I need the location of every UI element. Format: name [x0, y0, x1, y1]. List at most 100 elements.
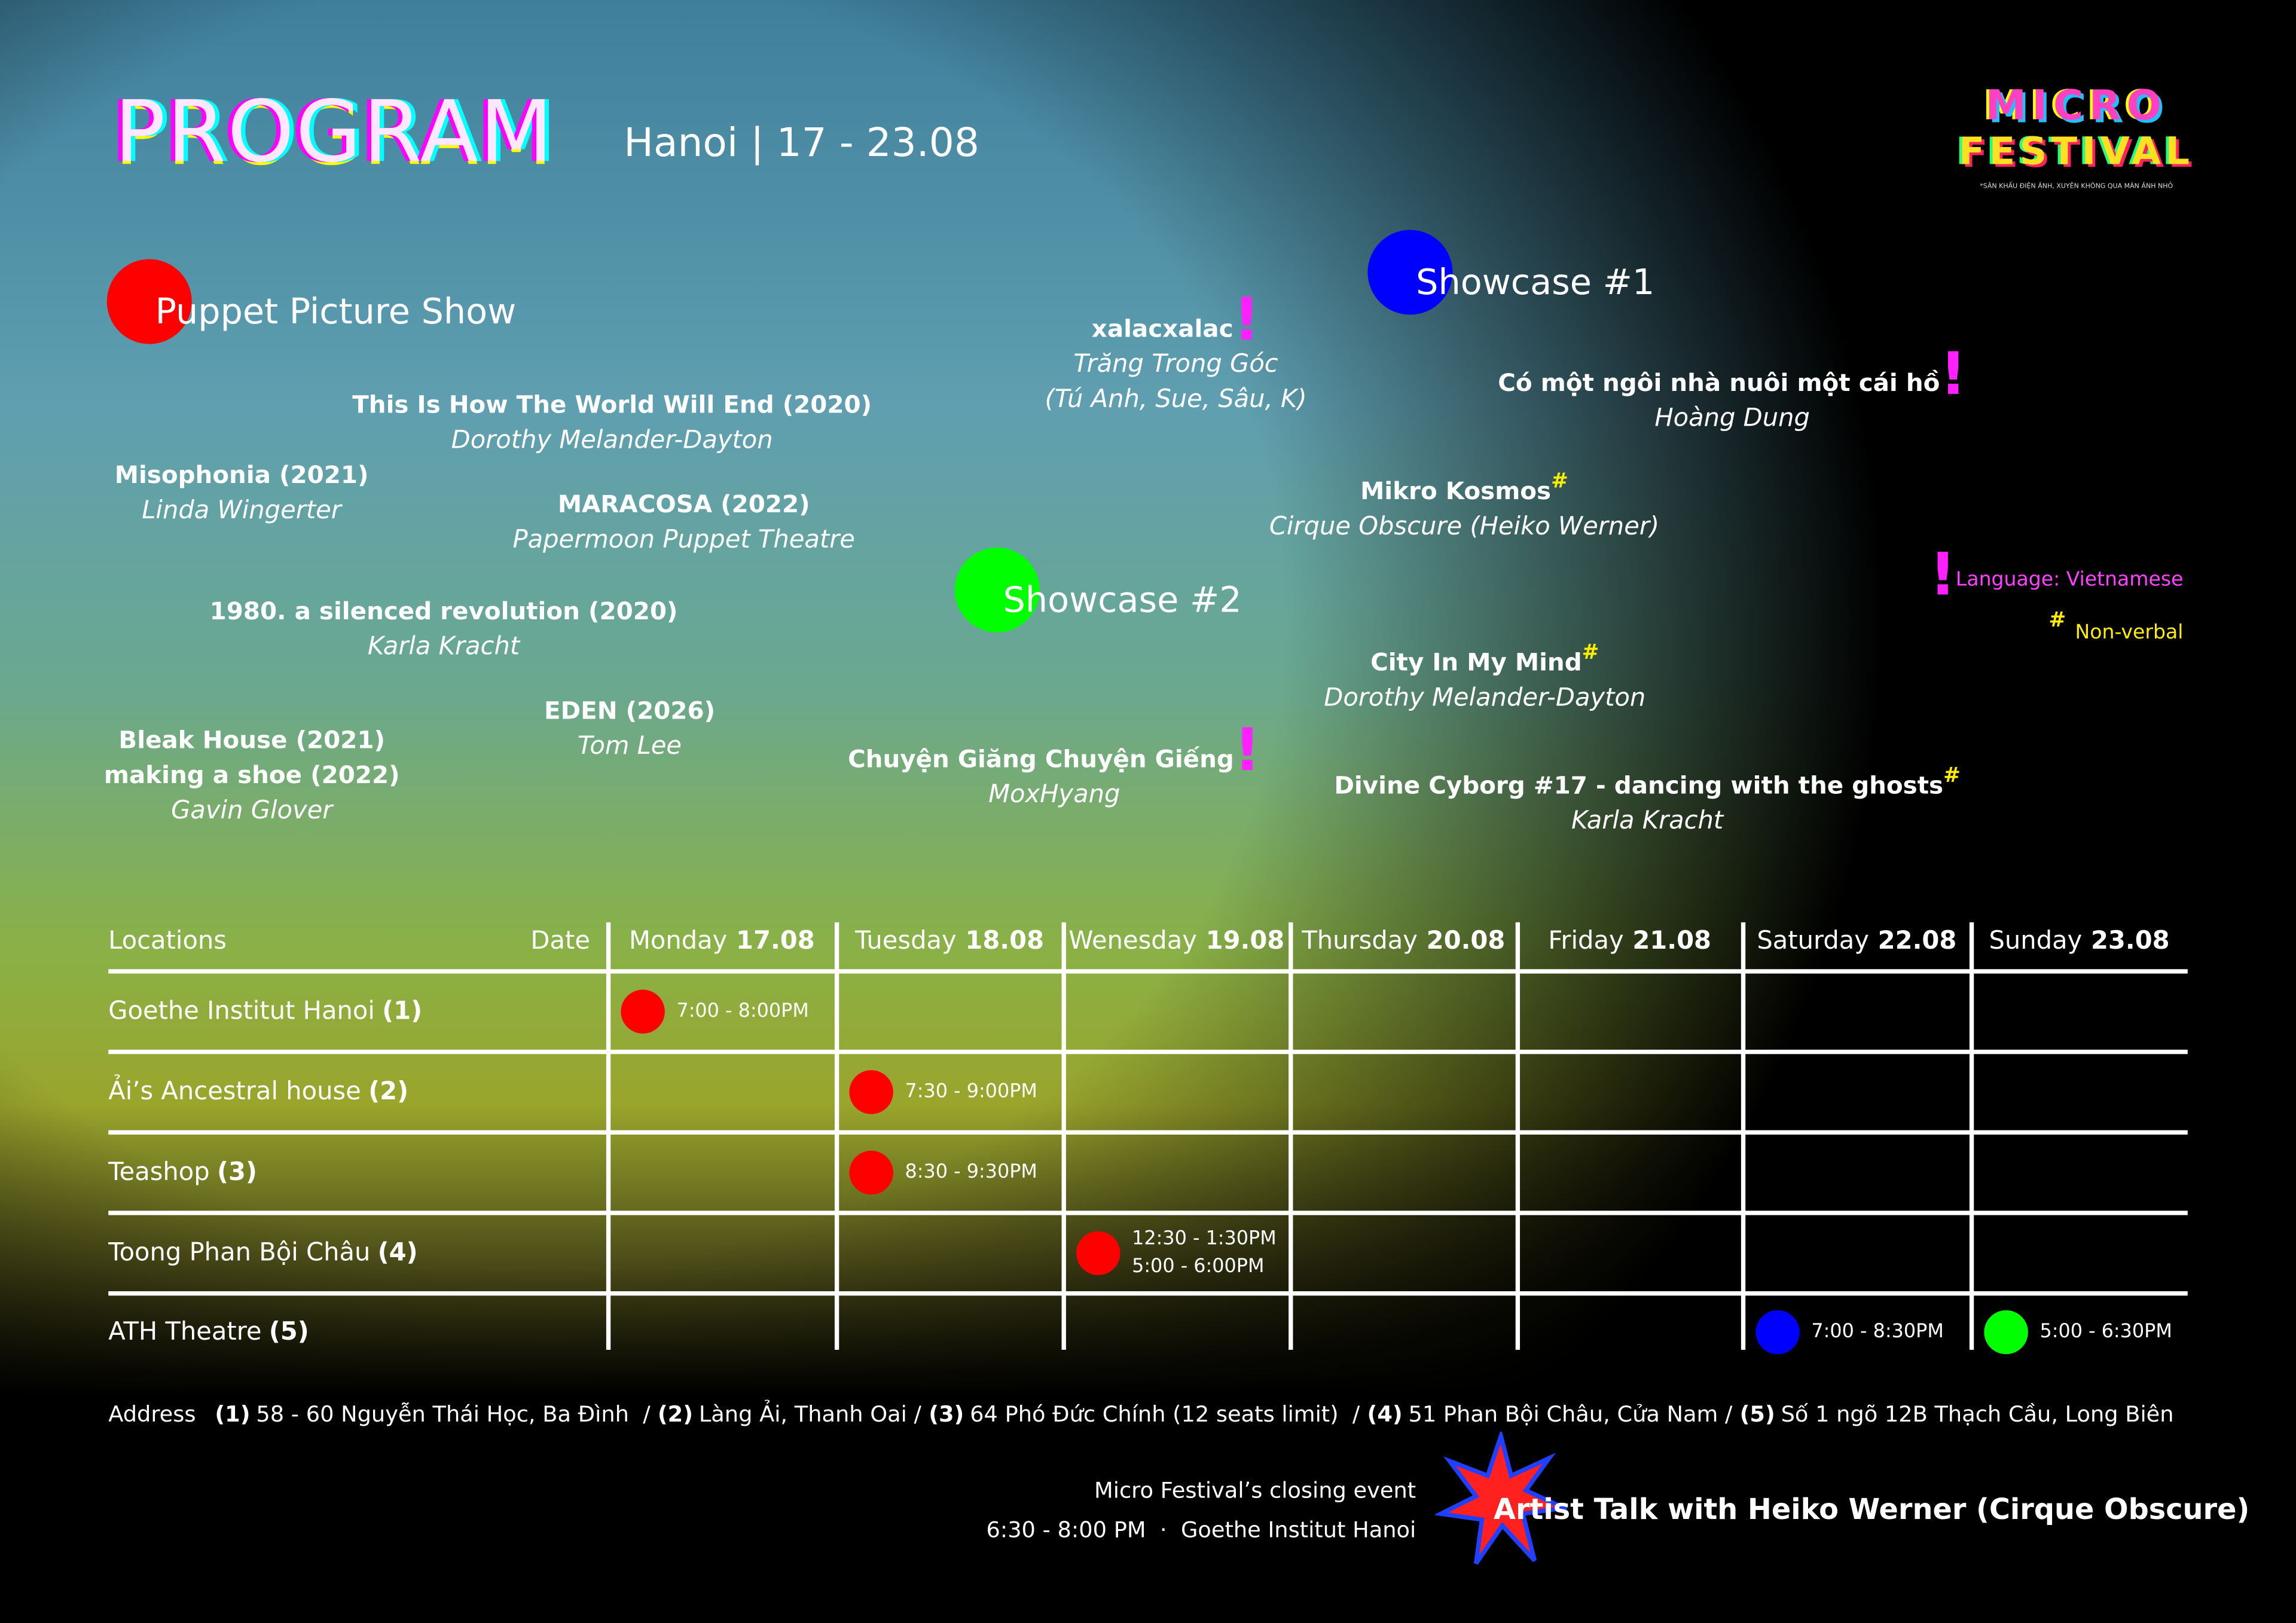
address-text: 64 Phó Đức Chính (12 seats limit) /	[970, 1401, 1360, 1428]
column-line	[1741, 922, 1746, 1350]
row-line	[108, 1291, 2188, 1296]
item-artist: Papermoon Puppet Theatre	[512, 525, 855, 555]
day-name: Friday	[1548, 927, 1624, 956]
closing-label: Micro Festival’s closing event	[1094, 1477, 1416, 1504]
item-title: This Is How The World Will End (2020)	[352, 390, 872, 419]
address-text: 58 - 60 Nguyễn Thái Học, Ba Đình /	[256, 1401, 651, 1428]
locations-header: Locations	[108, 927, 227, 956]
closing-time: 6:30 - 8:00 PM · Goethe Institut Hanoi	[986, 1517, 1416, 1543]
address-number: (3)	[929, 1401, 964, 1428]
session-dot	[1984, 1310, 2028, 1355]
item-marker: !	[1940, 341, 1967, 409]
day-date: 17.08	[736, 927, 815, 956]
location-number: (5)	[268, 1318, 309, 1347]
session-dot	[849, 1070, 893, 1114]
item-artist: (Tú Anh, Sue, Sâu, K)	[1045, 385, 1307, 415]
legend-marker: !	[1929, 542, 1956, 609]
item-title: Mikro Kosmos#	[1360, 470, 1568, 505]
closing-title: Artist Talk with Heiko Werner (Cirque Ob…	[1493, 1492, 2250, 1527]
day-name: Sunday	[1989, 927, 2083, 956]
session-time: 7:00 - 8:00PM	[676, 1000, 809, 1023]
program-item: EDEN (2026) Tom Lee	[544, 694, 715, 765]
row-line	[108, 1130, 2188, 1135]
day-date: 18.08	[965, 927, 1045, 956]
program-item: Divine Cyborg #17 - dancing with the gho…	[1334, 759, 1960, 839]
section-title: Showcase #2	[1003, 579, 1242, 621]
item-artist: Karla Kracht	[1571, 806, 1724, 836]
program-item: This Is How The World Will End (2020) Dor…	[352, 388, 872, 459]
item-title: MARACOSA (2022)	[557, 490, 810, 518]
column-line	[834, 922, 839, 1350]
logo-tagline: *SÂN KHẤU ĐIỆN ẢNH, XUYÊN KHÔNG QUA MÀN …	[1980, 184, 2173, 191]
address-number: (2)	[657, 1401, 694, 1428]
session-times: 7:00 - 8:30PM	[1811, 1318, 1943, 1346]
item-marker: !	[1234, 717, 1261, 785]
session-dot	[849, 1150, 893, 1195]
column-line	[1289, 922, 1293, 1350]
session-times: 5:00 - 6:30PM	[2039, 1318, 2172, 1346]
session-time: 12:30 - 1:30PM	[1132, 1228, 1277, 1251]
location-number: (3)	[216, 1158, 257, 1188]
row-line	[108, 1211, 2188, 1215]
session-time: 5:00 - 6:00PM	[1132, 1256, 1265, 1278]
item-artist: Karla Kracht	[367, 632, 520, 662]
location-name: Toong Phan Bội Châu (4)	[108, 1238, 418, 1268]
item-title: xalacxalac!	[1091, 287, 1260, 354]
day-header: Sunday 23.08	[1989, 927, 2169, 956]
item-title: Misophonia (2021)	[114, 461, 369, 489]
day-name: Monday	[628, 927, 728, 956]
day-header: Wenesday 19.08	[1068, 927, 1284, 956]
column-line	[1061, 922, 1066, 1350]
item-title: Chuyện Giăng Chuyện Giếng!	[848, 717, 1261, 785]
day-name: Saturday	[1757, 927, 1869, 956]
item-artist: Gavin Glover	[171, 796, 333, 826]
session-times: 7:00 - 8:00PM	[676, 998, 808, 1026]
session-time: 5:00 - 6:30PM	[2039, 1321, 2172, 1343]
address-number: (1)	[215, 1401, 251, 1428]
program-item: Có một ngôi nhà nuôi một cái hồ! Hoàng Du…	[1498, 346, 1967, 436]
location-number: (4)	[377, 1238, 418, 1268]
title: PROGRAM	[114, 82, 555, 182]
day-date: 19.08	[1205, 927, 1285, 956]
session-dot	[1076, 1231, 1120, 1276]
session-time: 7:30 - 9:00PM	[905, 1081, 1037, 1104]
item-marker: #	[1581, 641, 1599, 665]
address-number: (4)	[1367, 1401, 1403, 1428]
location-name: ATH Theatre (5)	[108, 1318, 309, 1347]
session-time: 7:00 - 8:30PM	[1811, 1321, 1944, 1343]
column-line	[606, 922, 611, 1350]
day-header: Tuesday 18.08	[855, 927, 1044, 956]
item-artist: Dorothy Melander-Dayton	[451, 426, 773, 456]
subtitle: Hanoi | 17 - 23.08	[624, 121, 979, 166]
day-name: Wenesday	[1068, 927, 1197, 956]
session-dot	[1755, 1310, 1800, 1355]
item-title: Bleak House (2021)	[118, 726, 385, 754]
item-artist: Dorothy Melander-Dayton	[1324, 683, 1646, 713]
program-item: Mikro Kosmos# Cirque Obscure (Heiko Werne…	[1269, 464, 1659, 545]
row-line	[108, 1049, 2188, 1055]
item-marker: #	[1943, 764, 1961, 788]
program-item: Misophonia (2021) Linda Wingerter	[115, 459, 369, 529]
item-title: City In My Mind#	[1370, 641, 1599, 677]
program-item: MARACOSA (2022) Papermoon Puppet Theatre	[512, 488, 854, 558]
item-marker: !	[1233, 287, 1260, 354]
day-header: Monday 17.08	[629, 927, 815, 956]
location-name: Teashop (3)	[108, 1158, 257, 1188]
column-line	[1515, 922, 1521, 1350]
item-title: EDEN (2026)	[544, 696, 716, 725]
legend-label: Non-verbal #	[2048, 609, 2184, 644]
address: Address (1) 58 - 60 Nguyễn Thái Học, Ba Đì…	[108, 1401, 2181, 1428]
program-item: xalacxalac! Trăng Trong Góc (Tú Anh, Sue, …	[1045, 287, 1307, 417]
item-artist: Linda Wingerter	[142, 496, 341, 526]
day-header: Saturday 22.08	[1757, 927, 1956, 956]
address-text: Làng Ải, Thanh Oai /	[698, 1401, 921, 1428]
location-name: Ải’s Ancestral house (2)	[108, 1077, 409, 1107]
legend-marker: #	[2048, 609, 2066, 632]
row-line	[108, 969, 2188, 974]
star-shape	[1435, 1432, 1567, 1565]
section-dot	[1367, 230, 1453, 315]
session-times: 8:30 - 9:30PM	[905, 1159, 1037, 1187]
section-dot	[954, 547, 1040, 632]
